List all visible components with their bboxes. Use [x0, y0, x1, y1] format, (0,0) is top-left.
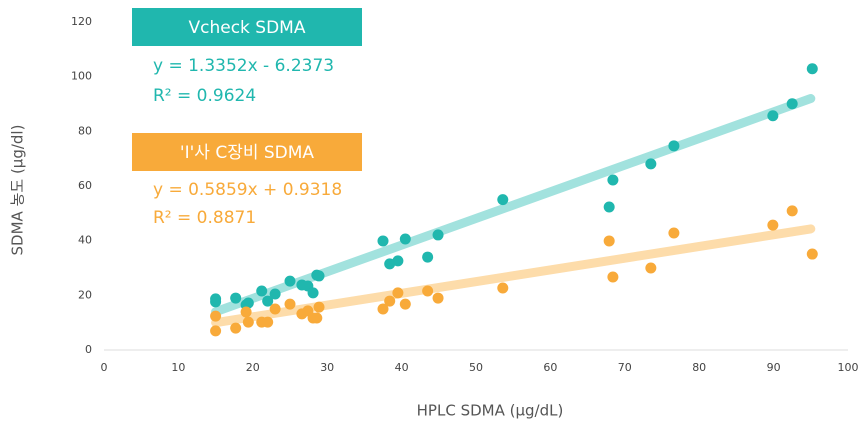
data-point [668, 140, 680, 152]
legend-box [132, 133, 362, 171]
data-point [210, 296, 222, 308]
data-point [767, 219, 779, 231]
y-tick-label: 60 [78, 179, 92, 192]
data-point [240, 306, 252, 318]
data-point [422, 251, 434, 263]
data-point [269, 288, 281, 300]
x-tick-label: 100 [838, 361, 859, 374]
legend-box [132, 8, 362, 46]
r-squared: R² = 0.9624 [153, 86, 256, 106]
data-point [786, 205, 798, 217]
data-point [242, 316, 254, 328]
x-tick-label: 20 [246, 361, 260, 374]
data-point [603, 201, 615, 213]
data-point [210, 325, 222, 337]
data-point [307, 287, 319, 299]
data-point [497, 282, 509, 294]
data-point [313, 301, 325, 313]
r-squared: R² = 0.8871 [153, 208, 256, 228]
x-axis-label: HPLC SDMA (μg/dL) [417, 402, 564, 420]
data-point [377, 235, 389, 247]
data-point [645, 262, 657, 274]
y-tick-label: 20 [78, 288, 92, 301]
y-tick-label: 40 [78, 234, 92, 247]
data-point [607, 174, 619, 186]
data-point [242, 297, 254, 309]
equation: y = 1.3352x - 6.2373 [153, 56, 334, 76]
x-tick-label: 50 [469, 361, 483, 374]
data-point [377, 303, 389, 315]
data-point [607, 271, 619, 283]
data-point [399, 233, 411, 245]
data-point [284, 275, 296, 287]
data-point [313, 270, 325, 282]
x-tick-label: 10 [171, 361, 185, 374]
data-point [497, 194, 509, 206]
data-point [230, 322, 242, 334]
data-point [432, 292, 444, 304]
y-tick-label: 100 [71, 70, 92, 83]
data-point [210, 310, 222, 322]
data-point [256, 285, 268, 297]
data-point [392, 255, 404, 267]
data-point [645, 158, 657, 170]
x-tick-label: 80 [692, 361, 706, 374]
data-point [230, 292, 242, 304]
data-point [806, 248, 818, 260]
data-point [399, 298, 411, 310]
data-point [269, 303, 281, 315]
data-point [432, 229, 444, 241]
data-point [786, 98, 798, 110]
data-point [603, 235, 615, 247]
data-point [392, 287, 404, 299]
y-axis-label: SDMA 농도 (μg/dl) [9, 125, 27, 256]
data-point [668, 227, 680, 239]
data-point [422, 285, 434, 297]
data-point [262, 295, 274, 307]
y-tick-label: 0 [85, 343, 92, 356]
x-tick-label: 90 [767, 361, 781, 374]
y-tick-label: 120 [71, 15, 92, 28]
x-tick-label: 30 [320, 361, 334, 374]
equation: y = 0.5859x + 0.9318 [153, 180, 342, 200]
data-point [767, 110, 779, 122]
data-point [284, 298, 296, 310]
legend-label: 'I'사 C장비 SDMA [180, 143, 315, 163]
x-tick-label: 0 [101, 361, 108, 374]
x-tick-label: 70 [618, 361, 632, 374]
data-point [384, 295, 396, 307]
data-point [806, 63, 818, 75]
y-tick-label: 80 [78, 124, 92, 137]
data-point [311, 312, 323, 324]
data-point [262, 316, 274, 328]
x-tick-label: 60 [543, 361, 557, 374]
x-tick-label: 40 [395, 361, 409, 374]
legend-label: Vcheck SDMA [189, 18, 306, 38]
